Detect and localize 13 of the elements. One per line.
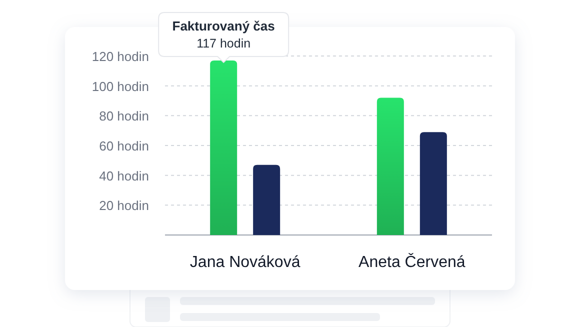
y-tick-label: 120 hodin — [92, 49, 149, 64]
bar — [420, 132, 447, 235]
y-tick-label: 80 hodin — [99, 108, 149, 124]
bar — [253, 164, 280, 235]
y-tick-label: 60 hodin — [99, 138, 149, 154]
x-tick-label: Jana Nováková — [190, 254, 300, 271]
y-tick-label: 20 hodin — [99, 198, 149, 214]
text: Fakturovaný čas 117 hodin — [172, 18, 275, 50]
bar — [376, 98, 404, 235]
y-tick-label: 100 hodin — [92, 78, 149, 94]
bar — [210, 60, 238, 235]
y-tick-label: 40 hodin — [99, 168, 149, 184]
x-tick-label: Aneta Červená — [358, 253, 466, 271]
